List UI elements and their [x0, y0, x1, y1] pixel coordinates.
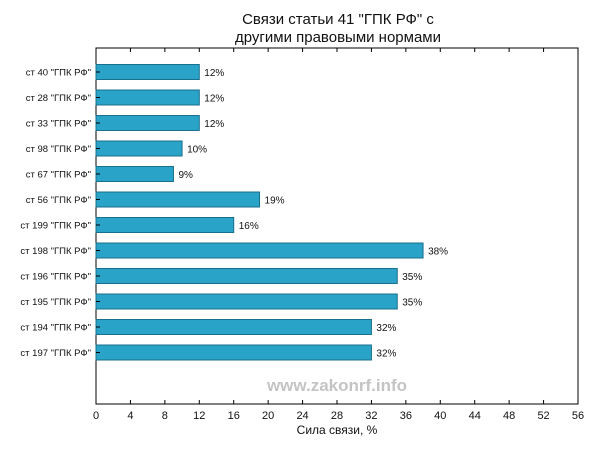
- x-tick-label: 56: [572, 410, 584, 422]
- bar-value-label: 12%: [204, 119, 224, 130]
- x-tick-label: 16: [228, 410, 240, 422]
- bar-value-label: 16%: [239, 221, 259, 232]
- bar-value-label: 32%: [376, 323, 396, 334]
- bar-value-label: 32%: [376, 349, 396, 360]
- bar: [95, 191, 261, 208]
- y-tick-label: ст 197 "ГПК РФ": [20, 348, 91, 359]
- x-tick-label: 36: [400, 410, 412, 422]
- y-tick-label: ст 40 "ГПК РФ": [26, 68, 91, 79]
- bar: [95, 293, 398, 310]
- x-tick-label: 4: [127, 410, 133, 422]
- bar-value-label: 9%: [178, 170, 193, 181]
- x-tick-label: 24: [296, 410, 308, 422]
- bar: [95, 64, 200, 80]
- x-tick-label: 12: [193, 410, 205, 422]
- bars-layer: 12% 12% 12% 10% 9% 19% 16% 38% 35% 35% 32% 32%: [95, 64, 448, 361]
- y-tick-labels: ст 40 "ГПК РФ" ст 28 "ГПК РФ" ст 33 "ГПК Р…: [20, 68, 100, 359]
- y-tick-label: ст 67 "ГПК РФ": [26, 170, 91, 181]
- bar: [95, 115, 200, 131]
- x-tick-label: 28: [331, 410, 343, 422]
- bar: [95, 319, 372, 335]
- x-tick-label: 8: [162, 410, 168, 422]
- y-tick-label: ст 28 "ГПК РФ": [26, 93, 91, 104]
- y-tick-label: ст 195 "ГПК РФ": [20, 297, 91, 308]
- bar: [95, 89, 200, 106]
- y-tick-label: ст 196 "ГПК РФ": [20, 272, 91, 283]
- y-tick-label: ст 198 "ГПК РФ": [20, 246, 91, 257]
- bar-value-label: 12%: [204, 94, 224, 105]
- watermark-text: www.zakonrf.info: [266, 376, 407, 395]
- x-tick-label: 52: [537, 410, 549, 422]
- bar: [95, 140, 183, 157]
- y-tick-label: ст 194 "ГПК РФ": [20, 323, 91, 334]
- bar: [95, 217, 235, 233]
- y-tick-label: ст 56 "ГПК РФ": [26, 195, 91, 206]
- bar: [95, 242, 424, 259]
- bar-value-label: 19%: [265, 196, 285, 207]
- x-axis-ticks: 0 4 8 12 16 20 24 28 32 36 40 44 48 52 56: [93, 48, 584, 422]
- x-tick-label: 40: [434, 410, 446, 422]
- bar: [95, 166, 174, 182]
- y-tick-label: ст 199 "ГПК РФ": [20, 221, 91, 232]
- y-tick-label: ст 33 "ГПК РФ": [26, 119, 91, 130]
- bar-value-label: 38%: [428, 247, 448, 258]
- x-tick-label: 20: [262, 410, 274, 422]
- x-axis-label: Сила связи, %: [297, 423, 378, 437]
- chart-title-line-1: Связи статьи 41 "ГПК РФ" с: [242, 11, 434, 28]
- bar-value-label: 10%: [187, 145, 207, 156]
- bar: [95, 268, 398, 284]
- bar: [95, 344, 372, 361]
- chart-title: Связи статьи 41 "ГПК РФ" с другими право…: [235, 11, 441, 46]
- x-tick-label: 48: [503, 410, 515, 422]
- bar-value-label: 35%: [402, 298, 422, 309]
- chart-title-line-2: другими правовыми нормами: [235, 29, 441, 46]
- bar-value-label: 12%: [204, 68, 224, 79]
- bar-value-label: 35%: [402, 272, 422, 283]
- y-tick-label: ст 98 "ГПК РФ": [26, 144, 91, 155]
- x-tick-label: 0: [93, 410, 99, 422]
- x-tick-label: 32: [365, 410, 377, 422]
- x-tick-label: 44: [469, 410, 481, 422]
